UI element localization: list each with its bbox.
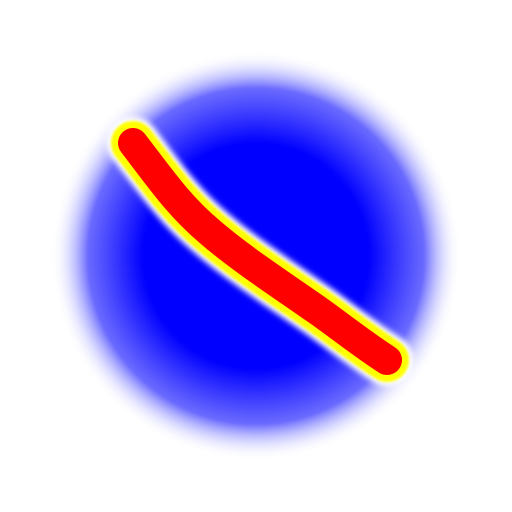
stripe-red-core: [118, 128, 402, 375]
